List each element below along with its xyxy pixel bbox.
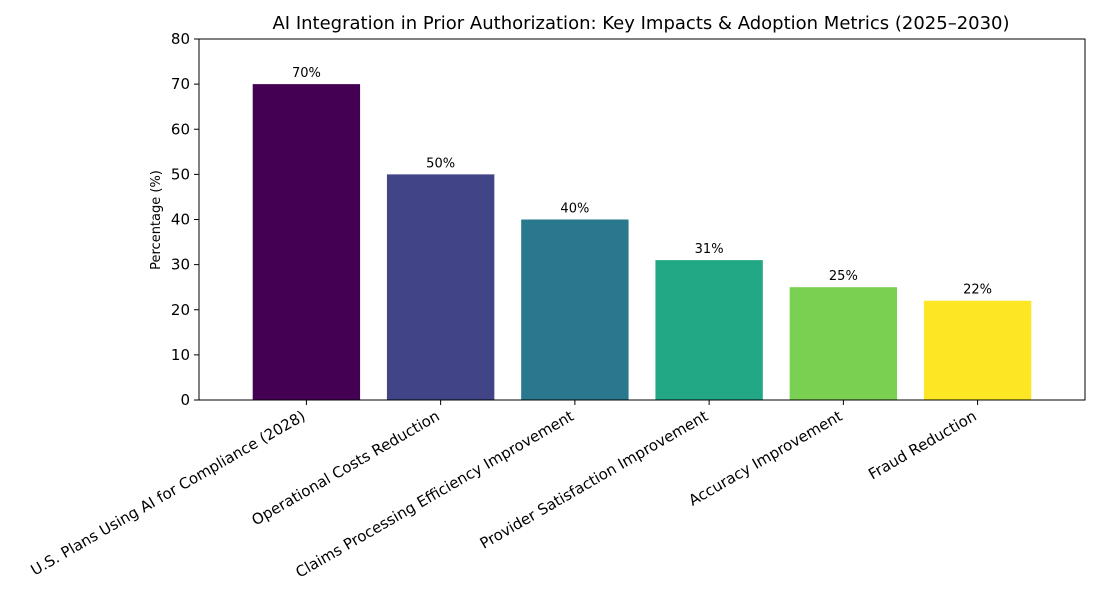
x-tick-label: Claims Processing Efficiency Improvement — [292, 407, 576, 582]
bar-5 — [923, 300, 1032, 400]
bar-4 — [789, 287, 898, 400]
bar-3 — [655, 260, 763, 400]
bar-value-label: 40% — [560, 202, 589, 217]
bar-value-label: 31% — [695, 242, 724, 257]
bar-2 — [521, 219, 629, 400]
y-tick-label: 50 — [171, 165, 190, 183]
data-labels: 70% 50% 40% 31% 25% 22% — [292, 66, 992, 298]
bar-value-label: 22% — [963, 283, 992, 298]
y-tick-label: 10 — [171, 346, 190, 364]
bar-0 — [252, 84, 361, 400]
y-tick-label: 80 — [171, 30, 190, 48]
x-tick-label: Fraud Reduction — [865, 407, 979, 483]
y-tick-label: 70 — [171, 75, 190, 93]
bar-value-label: 70% — [292, 66, 321, 81]
bars — [252, 84, 1032, 400]
bar-1 — [386, 174, 495, 400]
chart-title: AI Integration in Prior Authorization: K… — [272, 13, 1009, 34]
plot-frame — [198, 38, 1086, 401]
y-tick-label: 40 — [171, 211, 190, 229]
x-tick-label: U.S. Plans Using AI for Compliance (2028… — [28, 407, 309, 580]
y-tick-label: 30 — [171, 256, 190, 274]
y-tick-label: 0 — [180, 391, 190, 409]
y-tick-label: 60 — [171, 120, 190, 138]
y-axis-ticks: 0 10 20 30 40 50 60 70 80 — [171, 30, 199, 409]
x-axis-ticks: U.S. Plans Using AI for Compliance (2028… — [28, 400, 980, 581]
bar-value-label: 25% — [829, 269, 858, 284]
y-axis-label: Percentage (%) — [149, 170, 164, 270]
x-tick-label: Provider Satisfaction Improvement — [477, 407, 711, 553]
bar-value-label: 50% — [426, 156, 455, 171]
y-tick-label: 20 — [171, 301, 190, 319]
